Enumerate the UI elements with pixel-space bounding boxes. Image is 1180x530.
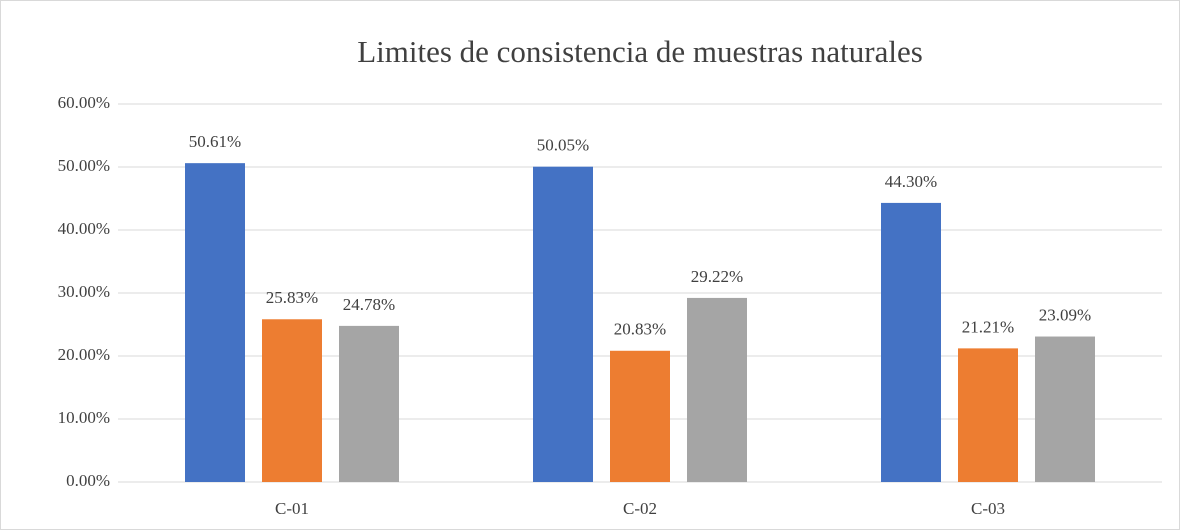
data-label: 44.30% bbox=[885, 172, 937, 191]
y-tick-label: 10.00% bbox=[58, 408, 110, 427]
bar bbox=[687, 297, 747, 482]
bar bbox=[1035, 336, 1095, 482]
bar bbox=[185, 163, 245, 483]
data-label: 24.78% bbox=[343, 295, 395, 314]
bar bbox=[339, 325, 399, 482]
data-label: 21.21% bbox=[962, 317, 1014, 336]
bar bbox=[610, 350, 670, 482]
data-label: 23.09% bbox=[1039, 305, 1091, 324]
bar bbox=[262, 319, 322, 482]
data-label: 20.83% bbox=[614, 320, 666, 339]
bar bbox=[958, 348, 1018, 482]
x-tick-label: C-02 bbox=[623, 499, 657, 518]
data-label: 29.22% bbox=[691, 267, 743, 286]
x-tick-label: C-03 bbox=[971, 499, 1005, 518]
data-label: 50.05% bbox=[537, 136, 589, 155]
y-tick-label: 30.00% bbox=[58, 282, 110, 301]
y-tick-label: 20.00% bbox=[58, 345, 110, 364]
y-tick-label: 50.00% bbox=[58, 156, 110, 175]
y-tick-label: 60.00% bbox=[58, 93, 110, 112]
x-tick-label: C-01 bbox=[275, 499, 309, 518]
chart-title: Limites de consistencia de muestras natu… bbox=[357, 34, 923, 69]
data-label: 50.61% bbox=[189, 132, 241, 151]
bar bbox=[533, 166, 593, 482]
y-tick-label: 40.00% bbox=[58, 219, 110, 238]
y-tick-label: 0.00% bbox=[66, 471, 110, 490]
bar bbox=[881, 202, 941, 482]
data-label: 25.83% bbox=[266, 288, 318, 307]
